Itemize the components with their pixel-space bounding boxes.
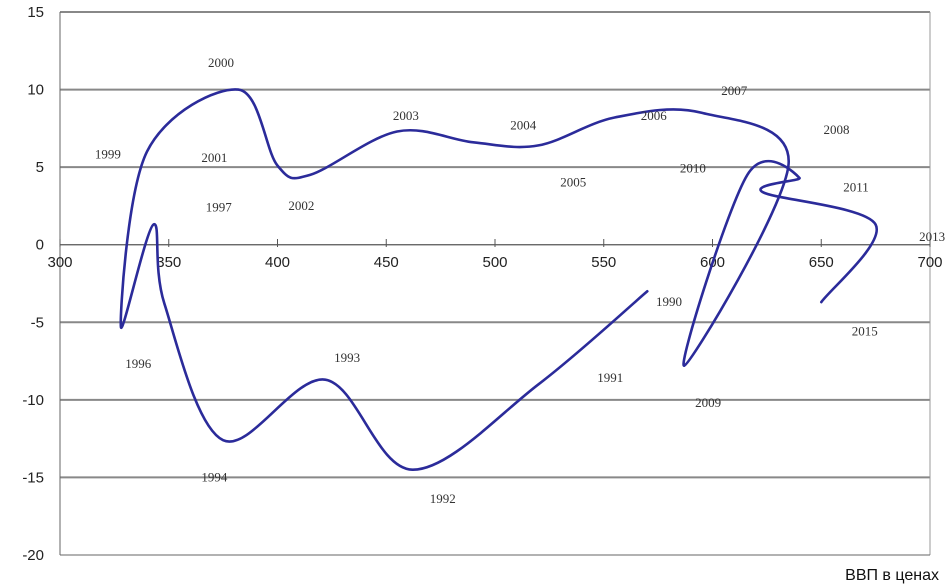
x-tick-label: 700 [917,254,942,271]
x-tick-label: 350 [156,254,181,271]
year-label-1997: 1997 [206,199,233,214]
year-label-2005: 2005 [560,175,586,190]
year-label-2010: 2010 [680,161,706,176]
year-label-1996: 1996 [125,356,152,371]
y-tick-label: 0 [36,237,44,254]
year-label-2000: 2000 [208,55,234,70]
y-tick-label: -10 [22,392,44,409]
series-line [119,88,879,472]
y-tick-label: -20 [22,547,44,564]
grid-lines [60,11,930,479]
y-tick-label: -5 [31,314,44,331]
year-label-2013: 2013 [919,229,945,244]
y-tick-label: 5 [36,159,44,176]
year-label-2004: 2004 [510,117,537,132]
y-tick-labels: 15 10 5 0 -5 -10 -15 -20 [22,4,44,564]
year-label-1992: 1992 [430,491,456,506]
year-label-2008: 2008 [823,122,849,137]
year-label-1999: 1999 [95,147,121,162]
y-tick-label: 15 [27,4,44,21]
point-labels: 1990 1991 1992 1993 1994 1996 1997 1999 2000 2001… [95,55,945,506]
year-label-2011: 2011 [843,179,869,194]
year-label-2003: 2003 [393,108,419,123]
x-tick-label: 450 [374,254,399,271]
x-tick-label: 400 [265,254,290,271]
x-tick-label: 550 [591,254,616,271]
year-label-2009: 2009 [695,395,721,410]
y-tick-label: -15 [22,469,44,486]
year-label-2006: 2006 [641,108,668,123]
x-tick-labels: 300 350 400 450 500 550 600 650 700 [47,239,943,271]
year-label-1991: 1991 [597,370,623,385]
year-label-2015: 2015 [852,324,878,339]
year-label-2002: 2002 [288,198,314,213]
year-label-2007: 2007 [721,83,748,98]
year-label-1993: 1993 [334,350,360,365]
y-tick-label: 10 [27,82,44,99]
year-label-1994: 1994 [201,469,228,484]
x-tick-label: 500 [482,254,507,271]
x-axis-title: ВВП в ценах [845,567,939,584]
x-tick-label: 300 [47,254,72,271]
year-label-2001: 2001 [201,150,227,165]
year-label-1990: 1990 [656,294,682,309]
x-tick-label: 650 [809,254,834,271]
